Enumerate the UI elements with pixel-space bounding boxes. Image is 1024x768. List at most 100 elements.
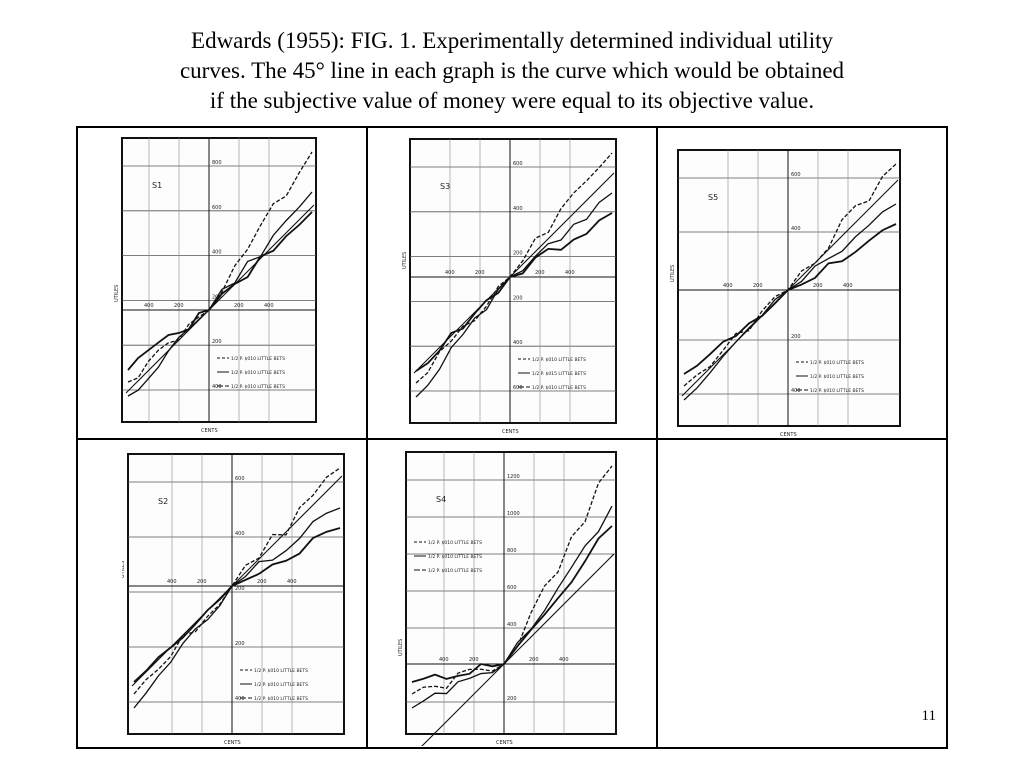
y-tick-label: 400 xyxy=(235,696,245,702)
caption-line-3: if the subjective value of money were eq… xyxy=(209,88,815,113)
x-tick-label: 400 xyxy=(264,303,274,309)
panel-s5: 600 400 200 400 400 200 200 400 S5 CENTS UTILES 1/2… xyxy=(670,142,926,436)
x-tick-label: 400 xyxy=(144,303,154,309)
x-tick-label: 200 xyxy=(197,579,207,585)
utility-curve xyxy=(127,211,313,371)
subject-label: S4 xyxy=(436,495,446,504)
x-axis-label: CENTS xyxy=(201,428,218,434)
y-tick-label: 200 xyxy=(513,295,523,301)
panel-s1: 800 600 400 200 200 400 400 200 200 400 S1 CENTS UTI… xyxy=(104,134,324,436)
y-tick-label: 400 xyxy=(212,250,222,256)
plot-frame xyxy=(121,137,317,423)
figure-caption: Edwards (1955): FIG. 1. Experimentally d… xyxy=(0,26,1024,116)
subject-label: S3 xyxy=(440,182,450,191)
legend-entry: 1/2 P. $010 LITTLE BETS xyxy=(810,388,864,394)
reference-45-line xyxy=(421,553,615,746)
legend-entry: 1/2 P. $010 LITTLE BETS xyxy=(254,696,308,702)
y-tick-label: 600 xyxy=(513,385,523,391)
subject-label: S2 xyxy=(158,497,168,506)
x-tick-label: 400 xyxy=(843,283,853,289)
legend-entry: 1/2 P. $010 LITTLE BETS xyxy=(428,568,482,574)
x-tick-label: 200 xyxy=(234,303,244,309)
y-axis-label: UTILES xyxy=(122,561,126,578)
y-axis-label: UTILES xyxy=(114,285,120,302)
x-tick-label: 400 xyxy=(559,657,569,663)
y-tick-label: 600 xyxy=(513,161,523,167)
legend-entry: 1/2 P. $010 LITTLE BETS xyxy=(428,554,482,560)
legend-entry: 1/2 P. $010 LITTLE BETS xyxy=(231,356,285,362)
x-tick-label: 200 xyxy=(174,303,184,309)
x-tick-label: 200 xyxy=(475,270,485,276)
x-axis-label: CENTS xyxy=(502,429,519,435)
y-axis-label: UTILES xyxy=(398,639,404,656)
subject-label: S5 xyxy=(708,193,718,202)
reference-45-line xyxy=(125,204,315,394)
table-divider xyxy=(656,128,658,747)
utility-curve xyxy=(415,212,613,372)
x-axis-label: CENTS xyxy=(224,740,241,746)
legend-entry: 1/2 P. $010 LITTLE BETS xyxy=(532,357,586,363)
utility-curve xyxy=(411,525,613,683)
legend-entry: 1/2 P. $010 LITTLE BETS xyxy=(231,370,285,376)
x-axis-label: CENTS xyxy=(496,740,513,746)
legend-entry: 1/2 P. $010 LITTLE BETS xyxy=(254,668,308,674)
panel-s4: 1200 1000 800 600 400 200 400 200 200 400 S4 CENTS U… xyxy=(394,446,638,746)
y-tick-label: 400 xyxy=(791,388,801,394)
y-tick-label: 200 xyxy=(235,586,245,592)
page-number: 11 xyxy=(921,708,936,724)
legend-entry: 1/2 P. $010 LITTLE BETS xyxy=(810,374,864,380)
chart-s4: 1200 1000 800 600 400 200 400 200 200 400 S4 CENTS U… xyxy=(398,451,617,746)
legend-entry: 1/2 P. $015 LITTLE BETS xyxy=(532,371,586,377)
x-tick-label: 200 xyxy=(753,283,763,289)
y-tick-label: 200 xyxy=(235,641,245,647)
table-divider xyxy=(366,128,368,747)
y-tick-label: 800 xyxy=(212,160,222,166)
legend-entry: 1/2 P. $010 LITTLE BETS xyxy=(231,384,285,390)
y-tick-label: 600 xyxy=(235,476,245,482)
legend-entry: 1/2 P. $010 LITTLE BETS xyxy=(532,385,586,391)
x-tick-label: 400 xyxy=(565,270,575,276)
y-tick-label: 600 xyxy=(212,205,222,211)
x-tick-label: 200 xyxy=(469,657,479,663)
y-tick-label: 400 xyxy=(212,384,222,390)
table-divider xyxy=(78,438,946,440)
x-tick-label: 400 xyxy=(445,270,455,276)
chart-s5: 600 400 200 400 400 200 200 400 S5 CENTS UTILES 1/2… xyxy=(670,149,901,436)
utility-curve xyxy=(133,467,341,695)
x-tick-label: 400 xyxy=(723,283,733,289)
y-tick-label: 600 xyxy=(791,172,801,178)
chart-s2: 600 400 200 200 400 400 200 200 400 S2 CENTS UTILES… xyxy=(122,453,345,746)
y-tick-label: 1200 xyxy=(507,474,520,480)
y-tick-label: 600 xyxy=(507,585,517,591)
y-tick-label: 200 xyxy=(507,696,517,702)
x-tick-label: 400 xyxy=(287,579,297,585)
utility-curve xyxy=(683,223,897,375)
y-tick-label: 400 xyxy=(507,622,517,628)
y-tick-label: 400 xyxy=(513,340,523,346)
chart-s3: 600 400 200 200 400 600 400 200 200 400 S3 CENTS UTI… xyxy=(402,138,617,435)
x-tick-label: 200 xyxy=(535,270,545,276)
y-tick-label: 400 xyxy=(235,531,245,537)
y-axis-label: UTILES xyxy=(402,252,408,269)
figure-table: 800 600 400 200 200 400 400 200 200 400 S1 CENTS UTI… xyxy=(76,126,948,749)
y-tick-label: 400 xyxy=(791,226,801,232)
utility-curve xyxy=(133,527,341,683)
subject-label: S1 xyxy=(152,181,162,190)
x-tick-label: 200 xyxy=(813,283,823,289)
caption-line-2: curves. The 45° line in each graph is th… xyxy=(179,58,845,83)
y-tick-label: 400 xyxy=(513,206,523,212)
x-tick-label: 400 xyxy=(167,579,177,585)
panel-s2: 600 400 200 200 400 400 200 200 400 S2 CENTS UTILES… xyxy=(122,446,350,748)
x-tick-label: 200 xyxy=(257,579,267,585)
y-tick-label: 1000 xyxy=(507,511,520,517)
x-axis-label: CENTS xyxy=(780,432,797,436)
y-tick-label: 200 xyxy=(791,334,801,340)
legend-entry: 1/2 P. $010 LITTLE BETS xyxy=(810,360,864,366)
y-axis-label: UTILES xyxy=(670,265,676,282)
y-tick-label: 200 xyxy=(513,251,523,257)
y-tick-label: 800 xyxy=(507,548,517,554)
legend-entry: 1/2 P. $010 LITTLE BETS xyxy=(254,682,308,688)
x-tick-label: 400 xyxy=(439,657,449,663)
legend-entry: 1/2 P. $010 LITTLE BETS xyxy=(428,540,482,546)
